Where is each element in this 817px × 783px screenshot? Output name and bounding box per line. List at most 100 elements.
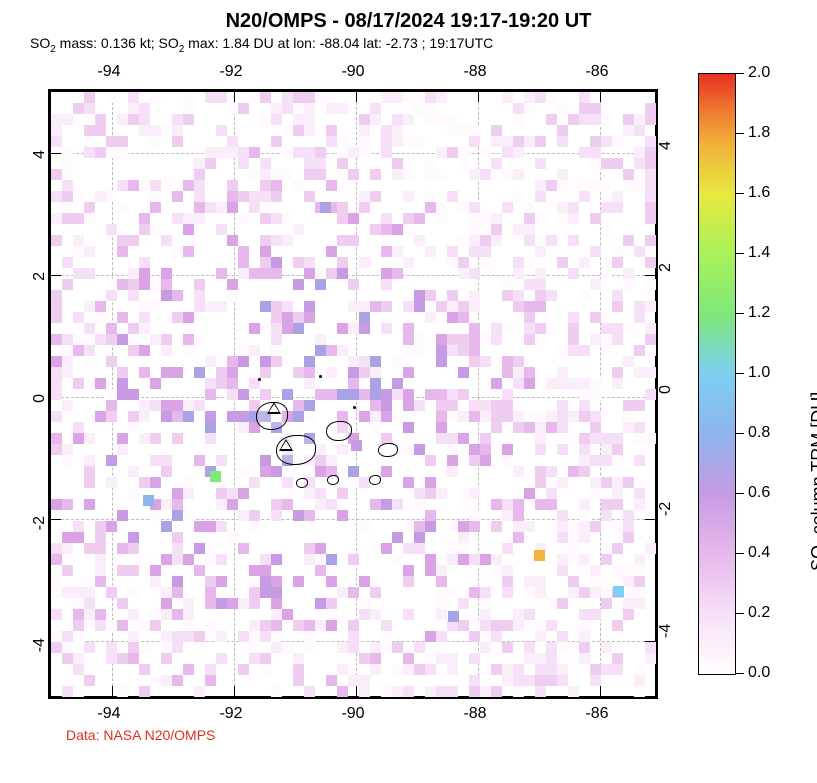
heatmap-cell xyxy=(436,565,447,576)
heatmap-cell xyxy=(51,631,62,642)
heatmap-cell xyxy=(491,411,502,422)
heatmap-cell xyxy=(513,191,524,202)
heatmap-cell xyxy=(205,433,216,444)
heatmap-cell xyxy=(293,180,304,191)
heatmap-cell xyxy=(535,334,546,345)
heatmap-cell xyxy=(557,202,568,213)
heatmap-cell xyxy=(51,367,62,378)
heatmap-cell xyxy=(392,356,403,367)
heatmap-cell xyxy=(304,620,315,631)
heatmap-cell xyxy=(524,202,535,213)
heatmap-cell xyxy=(590,158,601,169)
heatmap-cell xyxy=(436,400,447,411)
heatmap-cell xyxy=(161,587,172,598)
heatmap-cell xyxy=(590,422,601,433)
heatmap-cell xyxy=(238,158,249,169)
heatmap-cell xyxy=(579,180,590,191)
heatmap-cell xyxy=(128,235,139,246)
heatmap-cell xyxy=(304,356,315,367)
heatmap-cell xyxy=(502,400,513,411)
heatmap-cell xyxy=(469,224,480,235)
heatmap-cell xyxy=(425,565,436,576)
heatmap-cell xyxy=(359,389,370,400)
heatmap-cell xyxy=(535,499,546,510)
heatmap-cell xyxy=(447,389,458,400)
heatmap-cell xyxy=(590,664,601,675)
heatmap-cell xyxy=(436,389,447,400)
heatmap-cell xyxy=(271,257,282,268)
heatmap-cell xyxy=(73,587,84,598)
heatmap-cell xyxy=(568,114,579,125)
heatmap-cell xyxy=(139,554,150,565)
heatmap-cell xyxy=(535,235,546,246)
heatmap-cell xyxy=(513,532,524,543)
heatmap-cell xyxy=(524,653,535,664)
heatmap-cell xyxy=(502,279,513,290)
heatmap-cell xyxy=(106,191,117,202)
heatmap-cell xyxy=(590,411,601,422)
heatmap-cell xyxy=(150,191,161,202)
heatmap-cell xyxy=(51,389,62,400)
heatmap-cell xyxy=(436,631,447,642)
heatmap-cell xyxy=(205,675,216,686)
heatmap-cell xyxy=(436,202,447,213)
heatmap-cell xyxy=(590,675,601,686)
heatmap-cell xyxy=(513,147,524,158)
heatmap-cell xyxy=(304,378,315,389)
heatmap-cell xyxy=(447,290,458,301)
heatmap-cell xyxy=(249,345,260,356)
heatmap-cell xyxy=(370,356,381,367)
heatmap-cell xyxy=(271,180,282,191)
heatmap-cell xyxy=(205,158,216,169)
chart-subtitle: SO2 mass: 0.136 kt; SO2 max: 1.84 DU at … xyxy=(30,35,807,55)
heatmap-cell xyxy=(568,686,579,697)
heatmap-cell xyxy=(403,686,414,697)
heatmap-cell xyxy=(84,356,95,367)
heatmap-cell xyxy=(546,642,557,653)
heatmap-cell xyxy=(282,499,293,510)
heatmap-cell xyxy=(172,576,183,587)
heatmap-cell xyxy=(634,499,645,510)
heatmap-cell xyxy=(172,191,183,202)
heatmap-cell xyxy=(359,411,370,422)
heatmap-cell xyxy=(106,334,117,345)
heatmap-cell xyxy=(348,620,359,631)
heatmap-cell xyxy=(469,631,480,642)
heatmap-cell xyxy=(293,510,304,521)
y-tick-label: 2 xyxy=(31,272,49,281)
heatmap-cell xyxy=(381,466,392,477)
heatmap-cell xyxy=(106,411,117,422)
heatmap-cell xyxy=(425,477,436,488)
heatmap-cell xyxy=(557,642,568,653)
heatmap-cell xyxy=(513,609,524,620)
heatmap-cell xyxy=(62,356,73,367)
heatmap-cell xyxy=(557,257,568,268)
heatmap-cell xyxy=(568,554,579,565)
heatmap-cell xyxy=(172,510,183,521)
heatmap-cell xyxy=(634,554,645,565)
heatmap-cell xyxy=(612,202,623,213)
heatmap-cell xyxy=(315,466,326,477)
heatmap-cell xyxy=(590,180,601,191)
heatmap-cell xyxy=(414,301,425,312)
heatmap-cell xyxy=(557,136,568,147)
heatmap-cell xyxy=(469,301,480,312)
heatmap-cell xyxy=(84,213,95,224)
heatmap-cell xyxy=(238,246,249,257)
heatmap-cell xyxy=(557,367,568,378)
heatmap-cell xyxy=(238,488,249,499)
heatmap-cell xyxy=(414,499,425,510)
heatmap-cell xyxy=(238,213,249,224)
heatmap-cell xyxy=(106,279,117,290)
heatmap-cell xyxy=(359,686,370,697)
heatmap-cell xyxy=(326,499,337,510)
heatmap-cell xyxy=(601,554,612,565)
heatmap-cell xyxy=(557,400,568,411)
heatmap-cell xyxy=(601,510,612,521)
heatmap-cell xyxy=(370,609,381,620)
heatmap-cell xyxy=(480,598,491,609)
heatmap-cell xyxy=(117,334,128,345)
heatmap-cell xyxy=(634,664,645,675)
heatmap-cell xyxy=(634,367,645,378)
heatmap-cell xyxy=(469,125,480,136)
